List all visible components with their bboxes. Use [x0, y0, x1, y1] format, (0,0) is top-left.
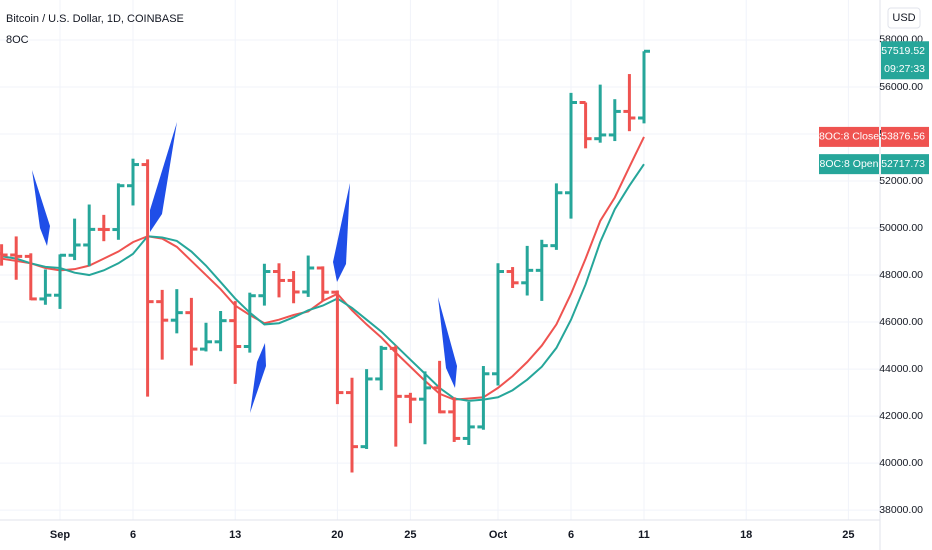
arrow — [333, 183, 350, 282]
x-tick-label: 25 — [842, 529, 854, 541]
x-tick-label: 6 — [568, 529, 574, 541]
indicator-name-box — [819, 154, 879, 175]
x-tick-label: 18 — [740, 529, 752, 541]
arrow — [438, 297, 457, 388]
price-labels: 8OC:8 Close 53876.56 8OC:8 Open 52717.73 575… — [819, 41, 929, 175]
arrow — [150, 122, 177, 232]
indicator-name-label: 8OC:8 Close — [819, 131, 879, 143]
y-tick-label: 50000.00 — [879, 222, 923, 234]
x-tick-label: Oct — [489, 529, 508, 541]
indicator-name: 8OC — [6, 34, 29, 46]
arrow — [250, 343, 266, 413]
indicator-line — [1, 163, 645, 402]
last-price-label: 57519.52 — [881, 45, 925, 57]
indicator-value-box — [881, 126, 929, 147]
axes: 38000.00 40000.00 42000.00 44000.00 46000.00… — [50, 34, 923, 541]
x-tick-label: 6 — [130, 529, 136, 541]
currency-button[interactable] — [887, 7, 921, 29]
x-tick-label: Sep — [50, 529, 70, 541]
annotation-arrows — [32, 122, 457, 413]
indicator-value-label: 52717.73 — [881, 158, 925, 170]
y-tick-label: 46000.00 — [879, 316, 923, 328]
y-tick-label: 52000.00 — [879, 175, 923, 187]
last-price-box — [881, 41, 929, 80]
x-tick-label: 20 — [331, 529, 343, 541]
y-tick-label: 44000.00 — [879, 363, 923, 375]
y-tick-label: 40000.00 — [879, 457, 923, 469]
arrow — [32, 170, 50, 246]
chart-title: Bitcoin / U.S. Dollar, 1D, COINBASE — [6, 13, 184, 25]
indicator-name-label: 8OC:8 Open — [820, 158, 879, 170]
x-tick-label: 11 — [638, 529, 650, 541]
indicator-value-box — [881, 154, 929, 175]
indicator-value-label: 53876.56 — [881, 131, 925, 143]
indicator-name-box — [819, 126, 879, 147]
currency-label: USD — [892, 12, 915, 24]
y-tick-label: 56000.00 — [879, 81, 923, 93]
x-tick-label: 13 — [229, 529, 241, 541]
countdown-label: 09:27:33 — [884, 63, 925, 75]
x-tick-label: 25 — [404, 529, 416, 541]
y-tick-label: 42000.00 — [879, 410, 923, 422]
y-tick-label: 48000.00 — [879, 269, 923, 281]
grid — [0, 0, 880, 520]
price-bars — [0, 49, 650, 473]
y-tick-label: 38000.00 — [879, 504, 923, 516]
